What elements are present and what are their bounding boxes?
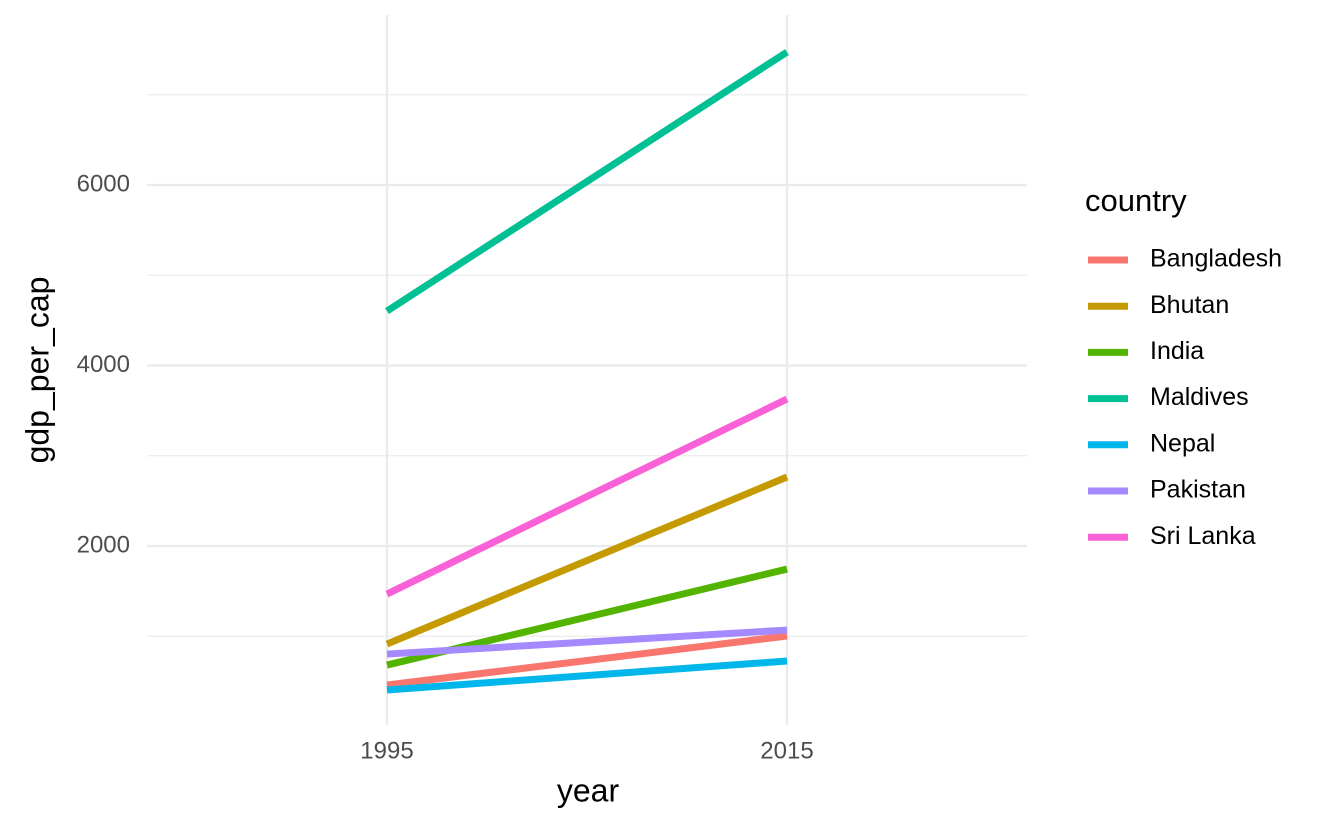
x-axis-title: year (557, 772, 620, 808)
lines (385, 49, 789, 694)
series-line (385, 473, 789, 648)
x-tick-label: 2015 (760, 737, 813, 764)
y-tick-label: 2000 (77, 531, 130, 558)
legend-label: Nepal (1150, 429, 1215, 457)
series-line (386, 626, 788, 658)
legend-label: Sri Lanka (1150, 522, 1256, 550)
y-tick-label: 6000 (77, 170, 130, 197)
series-line (386, 632, 788, 689)
legend-label: Bhutan (1150, 291, 1229, 319)
y-axis-title: gdp_per_cap (19, 277, 55, 464)
series-line (386, 657, 788, 694)
x-tick-label: 1995 (360, 737, 413, 764)
legend-label: India (1150, 337, 1204, 365)
legend-label: Maldives (1150, 383, 1249, 411)
legend-label: Bangladesh (1150, 245, 1282, 273)
series-line (385, 49, 789, 314)
y-tick-label: 4000 (77, 351, 130, 378)
legend-title: country (1085, 183, 1187, 218)
legend-label: Pakistan (1150, 476, 1246, 504)
series-line (385, 395, 789, 598)
